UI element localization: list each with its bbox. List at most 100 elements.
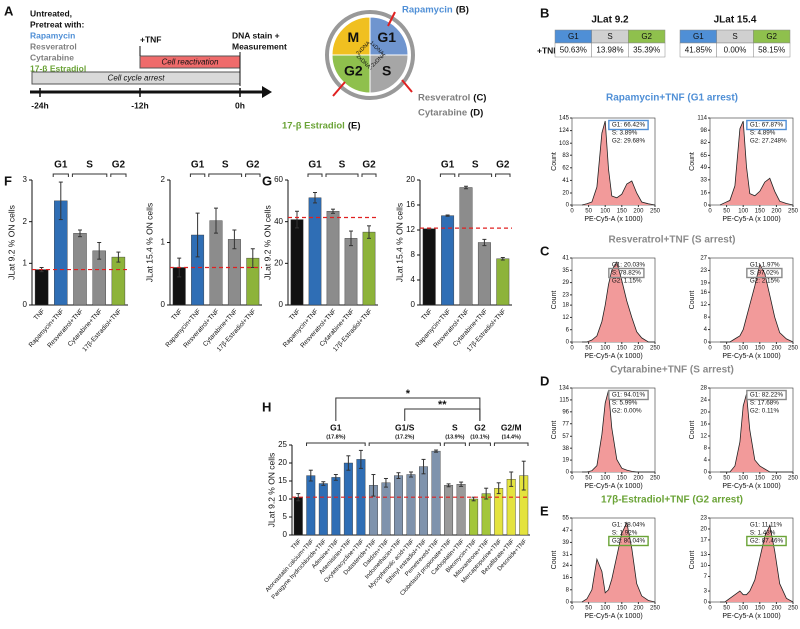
bar	[444, 485, 454, 536]
x-tick-label: 50	[585, 209, 592, 215]
group-bracket	[468, 442, 491, 446]
histogram-line	[720, 523, 794, 603]
time-label: -24h	[31, 100, 48, 110]
x-tick-label: 200	[633, 346, 644, 352]
bar	[111, 256, 126, 306]
group-label: G2	[496, 160, 510, 171]
y-tick-label: 10	[278, 494, 287, 503]
intro-text: Pretreat with:	[30, 19, 84, 29]
y-tick-label: 16	[700, 422, 707, 428]
y-tick-label: 4	[704, 458, 708, 464]
phase-sector	[369, 54, 409, 94]
y-tick-label: 0	[704, 340, 708, 346]
bar	[362, 231, 376, 306]
y-tick-label: 40	[274, 217, 283, 226]
y-tick-label: 38	[562, 446, 569, 452]
x-tick-label: 250	[650, 346, 661, 352]
y-tick-label: 82	[700, 140, 707, 146]
arrest-label: Cell cycle arrest	[108, 74, 166, 83]
panel-label: B	[540, 5, 549, 20]
y-axis-label: JLat 9.2 % ON cells	[266, 453, 276, 528]
y-tick-label: 1	[23, 258, 28, 267]
y-tick-label: 83	[562, 153, 569, 159]
x-tick-label: TNF	[288, 308, 302, 322]
gate-stat: G2: 0.11%	[750, 408, 780, 415]
table-value: 58.15%	[758, 46, 785, 55]
y-tick-label: 0	[283, 530, 288, 539]
phase-name: G1	[377, 29, 396, 45]
x-tick-label: 200	[771, 476, 782, 482]
x-tick-label: 250	[788, 476, 799, 482]
y-tick-label: 17	[700, 537, 707, 543]
x-tick-label: 150	[755, 476, 766, 482]
y-tick-label: 12	[562, 315, 569, 321]
bar	[308, 197, 322, 306]
x-axis-label: PE-Cy5-A (x 1000)	[722, 613, 780, 620]
bar	[494, 488, 504, 536]
gate-highlight	[746, 535, 787, 547]
panel-label: H	[262, 399, 271, 414]
group-share: (13.9%)	[445, 434, 464, 440]
x-axis-label: PE-Cy5-A (x 1000)	[584, 483, 642, 490]
histogram-fill	[719, 394, 793, 472]
bar	[431, 450, 441, 536]
gate-highlight	[746, 389, 787, 401]
bar	[318, 483, 328, 536]
table-title: JLat 15.4	[714, 15, 757, 26]
value-cell	[628, 42, 666, 58]
y-tick-label: 18	[562, 303, 569, 309]
y-tick-label: 57	[562, 434, 569, 440]
x-tick-label: TNF	[33, 308, 47, 322]
group-bracket	[245, 173, 261, 177]
inhibitor-mark	[387, 11, 396, 27]
x-tick-label: 100	[600, 346, 611, 352]
panel-label: E	[540, 503, 549, 518]
group-share: (17.8%)	[326, 434, 345, 440]
header-text: G2	[766, 32, 777, 41]
group-label: G2	[474, 422, 486, 432]
gate-stat: G1: 82.22%	[750, 392, 784, 399]
y-axis-label: Count	[551, 421, 558, 440]
y-tick-label: 77	[562, 421, 569, 427]
x-axis-label: PE-Cy5-A (x 1000)	[584, 613, 642, 620]
x-tick-label: Cytarabine+TNF	[67, 308, 104, 348]
y-tick-label: 31	[562, 552, 569, 558]
table-value: 0.00%	[724, 46, 747, 55]
histogram-line	[581, 120, 656, 206]
group-label: S	[86, 160, 93, 171]
inhibitor-name: Cytarabine	[418, 108, 467, 119]
y-tick-label: 20	[562, 191, 569, 197]
y-tick-label: 98	[700, 128, 707, 134]
group-bracket	[325, 173, 359, 177]
y-tick-label: 33	[700, 177, 707, 183]
y-tick-label: 39	[562, 540, 569, 546]
inhibitor-ref: (B)	[456, 5, 469, 16]
y-tick-label: 0	[161, 300, 166, 309]
y-tick-label: 35	[562, 268, 569, 274]
phase-name: S	[382, 62, 391, 78]
group-label: G2	[112, 160, 126, 171]
time-label: -12h	[131, 100, 148, 110]
histogram-line	[720, 393, 793, 473]
group-label: G2/M	[501, 422, 522, 432]
inhibitor-name: 17-β Estradiol	[282, 121, 345, 132]
y-tick-label: 8	[566, 587, 570, 593]
group-bracket	[110, 173, 127, 177]
gate-stat: S: 97.02%	[750, 270, 779, 277]
gate-highlight	[608, 119, 649, 131]
histogram-fill	[719, 121, 793, 205]
table-value: 35.39%	[633, 46, 660, 55]
drug-name: Rapamycin	[30, 30, 75, 40]
gate-stat: G1: 94.01%	[612, 392, 646, 399]
y-tick-label: 0	[704, 600, 708, 606]
group-label: S	[339, 160, 346, 171]
x-tick-label: TNF	[170, 308, 184, 322]
x-tick-label: 50	[585, 476, 592, 482]
time-label: 0h	[235, 100, 245, 110]
bar	[331, 477, 341, 536]
gate-highlight	[608, 535, 649, 547]
y-tick-label: 60	[274, 175, 283, 184]
y-tick-label: 15	[278, 476, 287, 485]
group-bracket	[306, 442, 366, 446]
